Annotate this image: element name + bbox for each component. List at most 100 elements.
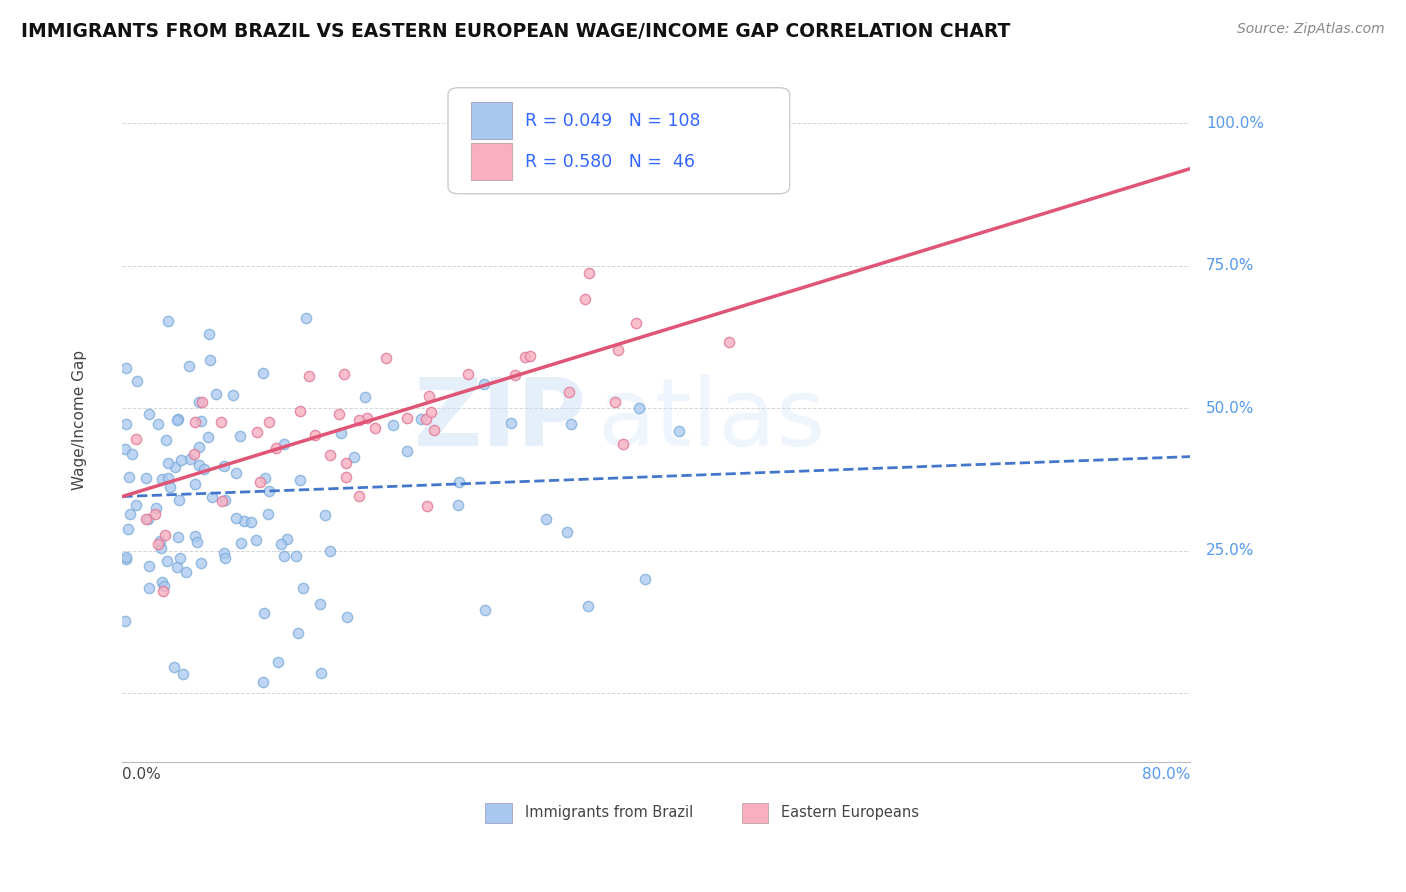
Point [159, 480, 181, 494]
Point [252, 366, 274, 380]
Point [228, 429, 250, 443]
Point [374, 351, 396, 365]
Text: 100.0%: 100.0% [1206, 116, 1264, 130]
Point [114, 442, 136, 456]
Point [167, 493, 190, 508]
Point [309, 666, 332, 681]
Point [231, 536, 253, 550]
Point [273, 549, 295, 564]
Point [294, 311, 316, 326]
Point [284, 549, 307, 563]
Point [534, 512, 557, 526]
Point [138, 581, 160, 595]
Point [298, 368, 321, 383]
Text: Immigrants from Brazil: Immigrants from Brazil [524, 805, 693, 821]
Point [146, 537, 169, 551]
Point [472, 376, 495, 391]
Point [335, 609, 357, 624]
Point [314, 508, 336, 522]
Point [290, 404, 312, 418]
Point [560, 417, 582, 432]
Point [291, 581, 314, 595]
Point [153, 579, 176, 593]
Point [225, 467, 247, 481]
Point [212, 546, 235, 560]
Point [150, 574, 173, 589]
Point [150, 541, 173, 555]
Point [146, 417, 169, 432]
Text: Wage/Income Gap: Wage/Income Gap [72, 350, 87, 490]
Point [415, 412, 437, 426]
Point [624, 316, 647, 330]
Point [188, 440, 211, 454]
Text: 50.0%: 50.0% [1206, 401, 1254, 416]
Point [447, 475, 470, 489]
Point [117, 522, 139, 536]
Point [120, 507, 142, 521]
Point [335, 456, 357, 470]
Point [381, 418, 404, 433]
FancyBboxPatch shape [449, 87, 790, 194]
Text: R = 0.049   N = 108: R = 0.049 N = 108 [524, 112, 700, 129]
Text: 80.0%: 80.0% [1142, 767, 1189, 782]
Point [184, 477, 207, 491]
Text: atlas: atlas [598, 374, 825, 466]
Point [198, 326, 221, 341]
Point [225, 511, 247, 525]
Point [252, 675, 274, 690]
Point [264, 441, 287, 455]
Point [187, 395, 209, 409]
Point [574, 292, 596, 306]
Point [257, 415, 280, 429]
Point [214, 459, 236, 474]
Text: R = 0.580   N =  46: R = 0.580 N = 46 [524, 153, 695, 170]
Point [519, 349, 541, 363]
Point [423, 423, 446, 437]
Bar [471, 143, 512, 180]
Point [513, 350, 536, 364]
Point [138, 407, 160, 421]
Point [347, 413, 370, 427]
Point [169, 551, 191, 566]
Point [135, 512, 157, 526]
Point [125, 499, 148, 513]
Point [138, 558, 160, 573]
Point [347, 489, 370, 503]
Point [205, 387, 228, 401]
Point [157, 471, 180, 485]
Point [287, 626, 309, 640]
Point [200, 353, 222, 368]
Point [115, 550, 138, 565]
Point [170, 453, 193, 467]
Point [150, 471, 173, 485]
Point [118, 469, 141, 483]
Point [503, 368, 526, 383]
Point [125, 432, 148, 446]
Point [214, 493, 236, 508]
Point [419, 405, 441, 419]
Point [257, 483, 280, 498]
Point [270, 536, 292, 550]
Point [183, 446, 205, 460]
Point [409, 412, 432, 426]
Point [416, 500, 439, 514]
Point [115, 361, 138, 376]
Point [201, 491, 224, 505]
Point [149, 533, 172, 548]
Point [353, 390, 375, 404]
Point [176, 565, 198, 579]
Point [188, 458, 211, 472]
Point [627, 401, 650, 415]
Point [121, 447, 143, 461]
Text: 25.0%: 25.0% [1206, 543, 1254, 558]
Text: IMMIGRANTS FROM BRAZIL VS EASTERN EUROPEAN WAGE/INCOME GAP CORRELATION CHART: IMMIGRANTS FROM BRAZIL VS EASTERN EUROPE… [21, 22, 1011, 41]
Point [222, 388, 245, 402]
Point [668, 424, 690, 438]
Point [114, 552, 136, 566]
Point [395, 444, 418, 458]
Point [156, 314, 179, 328]
Point [335, 470, 357, 484]
Bar [485, 803, 512, 823]
Point [239, 515, 262, 529]
Point [193, 462, 215, 476]
